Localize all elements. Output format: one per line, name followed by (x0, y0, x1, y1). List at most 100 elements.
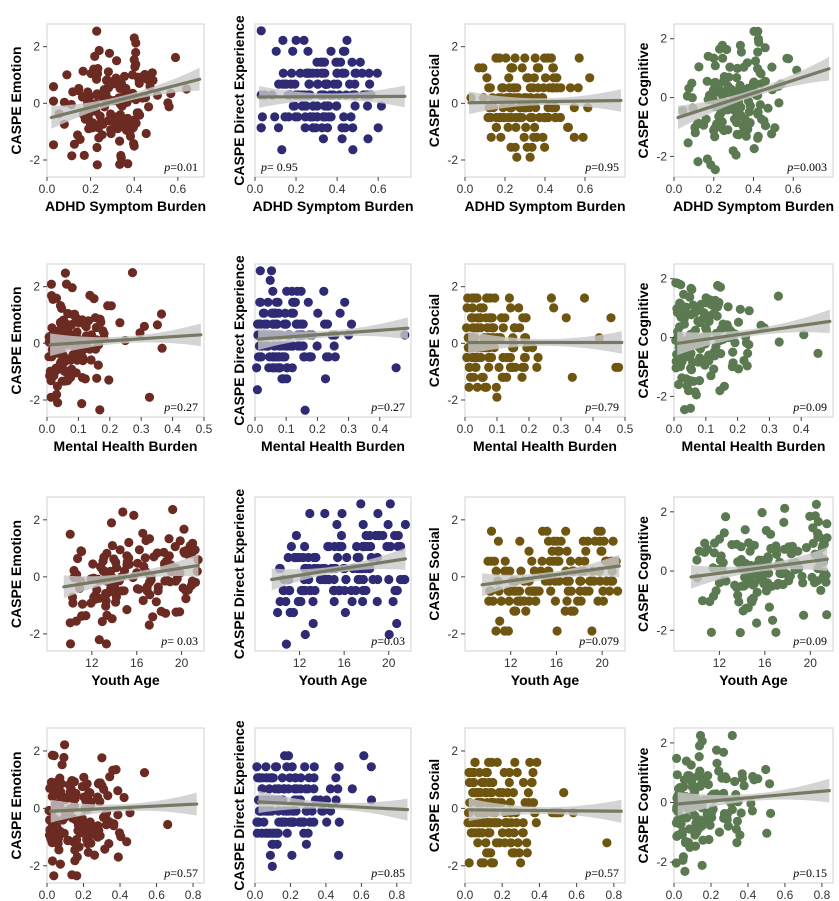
data-point (308, 596, 318, 607)
data-point (753, 774, 763, 784)
y-tick-label: 2 (33, 744, 40, 758)
data-point (608, 576, 618, 586)
data-point (384, 629, 394, 640)
y-tick-label: 0 (451, 570, 458, 584)
data-point (317, 57, 327, 67)
data-point (139, 561, 149, 572)
data-point (678, 826, 688, 836)
x-tick-label: 0.6 (353, 888, 370, 901)
x-tick-label: 12 (713, 656, 727, 670)
data-point (723, 302, 733, 312)
data-point (723, 125, 733, 135)
x-tick-label: 16 (550, 656, 564, 670)
x-tick-label: 0.0 (457, 888, 474, 901)
data-point (63, 836, 73, 846)
data-point (296, 784, 306, 794)
data-point (566, 556, 576, 566)
data-point (732, 838, 742, 848)
data-point (696, 773, 706, 783)
data-point (782, 53, 792, 64)
data-point (529, 132, 539, 142)
data-point (94, 45, 104, 56)
data-point (484, 757, 494, 768)
data-point (505, 586, 515, 596)
data-point (770, 123, 780, 133)
regression-line (676, 67, 831, 120)
data-point (740, 558, 750, 569)
data-point (556, 83, 566, 93)
data-point (528, 798, 539, 808)
data-point (252, 762, 262, 772)
p-value-label: p=0.079 (578, 634, 619, 648)
data-point (518, 818, 528, 828)
x-tick-label: 0.5 (196, 422, 213, 436)
data-point (746, 595, 756, 605)
data-point (259, 817, 269, 827)
data-point (115, 545, 125, 555)
data-point (322, 123, 333, 133)
data-point (491, 566, 501, 576)
y-tick-label: 2 (33, 280, 40, 294)
data-point (179, 524, 189, 534)
data-point (185, 541, 195, 551)
x-tick-label: 0.2 (309, 422, 326, 436)
x-axis-label: Youth Age (511, 672, 580, 688)
data-point (100, 844, 110, 854)
data-point (721, 576, 731, 586)
data-point (702, 154, 713, 164)
data-point (737, 769, 747, 779)
data-point (83, 796, 93, 806)
y-axis-label: CASPE Direct Experience (231, 489, 247, 660)
y-tick-label: 0 (33, 96, 40, 110)
data-point (821, 577, 831, 587)
p-value-label: p= 0.95 (260, 160, 298, 174)
y-tick-label: -2 (656, 389, 667, 403)
y-tick-label: 0 (660, 91, 667, 105)
data-point (469, 293, 479, 303)
data-point (296, 585, 306, 596)
data-point (504, 73, 514, 83)
data-point (710, 132, 720, 142)
data-point (499, 767, 509, 778)
data-point (255, 266, 265, 276)
data-point (504, 777, 514, 788)
data-point (692, 555, 702, 565)
data-point (578, 132, 588, 142)
data-point (818, 540, 828, 550)
data-point (674, 379, 684, 390)
data-point (748, 580, 758, 590)
data-point (84, 787, 94, 797)
x-tick-label: 0.4 (740, 888, 757, 901)
data-point (392, 618, 402, 629)
data-point (345, 79, 355, 89)
y-tick-label: 0 (660, 331, 667, 345)
data-point (340, 607, 350, 618)
data-point (475, 303, 485, 313)
x-tick-label: 0.4 (793, 422, 810, 436)
data-point (62, 367, 72, 378)
data-point (142, 582, 152, 592)
y-tick-label: -2 (447, 859, 458, 873)
y-tick-label: 0 (660, 796, 667, 810)
data-point (175, 536, 185, 546)
data-point (299, 35, 309, 46)
data-point (716, 551, 726, 561)
data-point (164, 534, 174, 544)
data-point (163, 98, 173, 108)
x-tick-label: 16 (337, 656, 351, 670)
data-point (491, 626, 501, 636)
data-point (500, 626, 510, 636)
data-point (491, 838, 501, 848)
x-tick-label: 12 (85, 656, 99, 670)
data-point (735, 304, 745, 314)
p-value-label: p=0.003 (786, 160, 827, 174)
data-point (96, 117, 106, 127)
y-axis-label: CASPE Cognitive (635, 747, 651, 863)
data-point (520, 53, 530, 63)
data-point (338, 46, 348, 56)
data-point (361, 530, 371, 541)
data-point (300, 405, 310, 415)
data-point (715, 109, 725, 119)
x-tick-label: 0.8 (814, 888, 831, 901)
data-point (326, 46, 336, 56)
